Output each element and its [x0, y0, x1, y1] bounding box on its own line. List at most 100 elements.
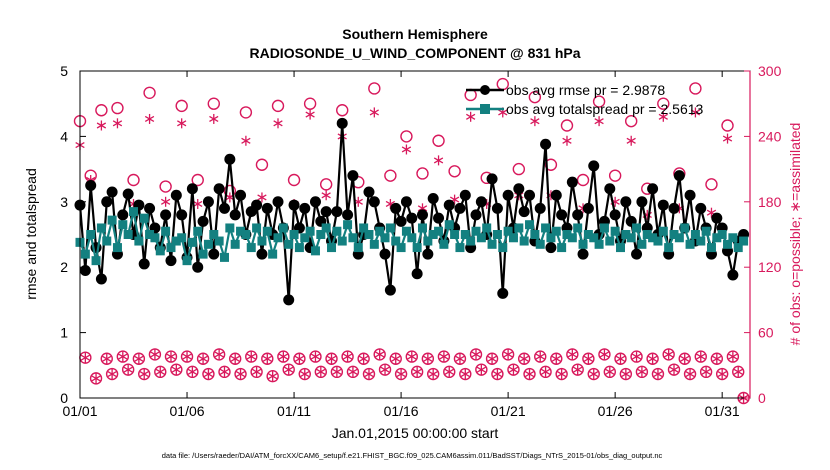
assimilated-obs-point [396, 369, 406, 380]
possible-obs-point [191, 173, 204, 187]
possible-obs-point [89, 372, 103, 385]
possible-obs-point [218, 365, 231, 379]
asterisk-stroke [615, 355, 626, 362]
totalspread-point [455, 243, 465, 253]
asterisk-stroke [535, 353, 545, 360]
totalspread-point [364, 230, 374, 239]
rmse-point [144, 202, 156, 214]
rmse-point [406, 212, 418, 224]
assimilated-obs-point [508, 364, 519, 375]
assimilated-obs-point [696, 351, 706, 362]
rmse-point [342, 209, 354, 221]
assimilated-obs-point [540, 366, 551, 377]
asterisk-stroke [193, 200, 203, 208]
possible-obs-point [651, 367, 665, 381]
asterisk-stroke [407, 353, 417, 360]
possible-obs-point [373, 348, 386, 361]
totalspread-point [412, 243, 422, 253]
asterisk-stroke [680, 355, 690, 362]
asterisk-stroke [230, 355, 240, 362]
totalspread-point [674, 233, 684, 243]
totalspread-point [508, 233, 518, 243]
asterisk-stroke [358, 355, 369, 362]
totalspread-point [417, 223, 427, 233]
assimilated-obs-point [112, 118, 123, 129]
assimilated-obs-point [380, 364, 390, 375]
asterisk-stroke [332, 368, 342, 375]
totalspread-point [557, 243, 567, 253]
rmse-point [192, 261, 204, 273]
possible-obs-point [186, 365, 199, 379]
asterisk-stroke [182, 353, 192, 360]
possible-obs-point [592, 95, 606, 108]
totalspread-point [562, 230, 572, 239]
rmse-point [727, 269, 739, 281]
possible-obs-point [212, 348, 226, 361]
assimilated-obs-point [91, 373, 101, 384]
asterisk-stroke [150, 351, 160, 358]
rmse-point [347, 170, 359, 182]
asterisk-stroke [375, 351, 385, 358]
totalspread-point [139, 213, 149, 223]
possible-obs-point [116, 350, 130, 363]
possible-obs-point [469, 348, 483, 361]
asterisk-stroke [316, 368, 326, 375]
possible-obs-point [485, 352, 499, 365]
possible-obs-point [346, 365, 360, 379]
assimilated-obs-point [171, 364, 181, 375]
totalspread-point [353, 243, 363, 253]
rmse-point [363, 186, 375, 198]
asterisk-stroke [91, 375, 101, 382]
rmse-point [427, 193, 439, 205]
possible-obs-point [159, 180, 172, 193]
legend-label-spread: obs avg totalspread pr = 2.5613 [506, 101, 704, 117]
possible-obs-point [341, 350, 354, 363]
possible-obs-point [298, 367, 311, 381]
rmse-point [379, 248, 391, 260]
x-tick-label: 01/06 [170, 403, 205, 419]
assimilated-obs-point [556, 369, 567, 380]
possible-obs-point [608, 169, 622, 182]
asterisk-stroke [712, 355, 722, 362]
assimilated-obs-point [647, 353, 658, 364]
y-tick-label: 5 [60, 63, 68, 79]
totalspread-point [241, 230, 251, 239]
asterisk-stroke [669, 366, 679, 373]
assimilated-obs-point [423, 353, 433, 364]
totalspread-point [161, 226, 171, 236]
totalspread-point [648, 233, 658, 243]
possible-obs-point [630, 350, 643, 363]
asterisk-stroke [139, 370, 149, 378]
totalspread-point [225, 223, 235, 233]
asterisk-stroke [583, 355, 594, 362]
possible-obs-point [138, 367, 151, 381]
totalspread-point [487, 239, 497, 249]
rmse-point [106, 186, 118, 198]
asterisk-stroke [460, 370, 470, 378]
asterisk-stroke [621, 370, 631, 378]
possible-obs-point [309, 350, 322, 363]
rmse-point [336, 117, 348, 129]
chart-title: Southern Hemisphere [342, 26, 488, 42]
assimilated-obs-point [685, 369, 695, 380]
totalspread-point [642, 230, 652, 239]
asterisk-stroke [118, 353, 128, 360]
assimilated-obs-point [193, 198, 203, 209]
rmse-point [117, 209, 129, 221]
y-axis-label: rmse and totalspread [23, 168, 39, 300]
asterisk-stroke [439, 353, 449, 360]
totalspread-point [177, 233, 187, 243]
assimilated-obs-point [439, 351, 449, 362]
asterisk-stroke [310, 353, 321, 360]
assimilated-obs-point [573, 364, 583, 375]
totalspread-point [535, 239, 545, 249]
totalspread-point [219, 252, 229, 262]
asterisk-stroke [498, 109, 508, 116]
assimilated-obs-point [722, 133, 733, 144]
possible-obs-point [175, 99, 188, 113]
possible-obs-point [207, 97, 220, 110]
rmse-point [202, 196, 214, 208]
rmse-point [85, 179, 97, 191]
asterisk-stroke [573, 366, 583, 373]
possible-obs-point [266, 370, 279, 383]
